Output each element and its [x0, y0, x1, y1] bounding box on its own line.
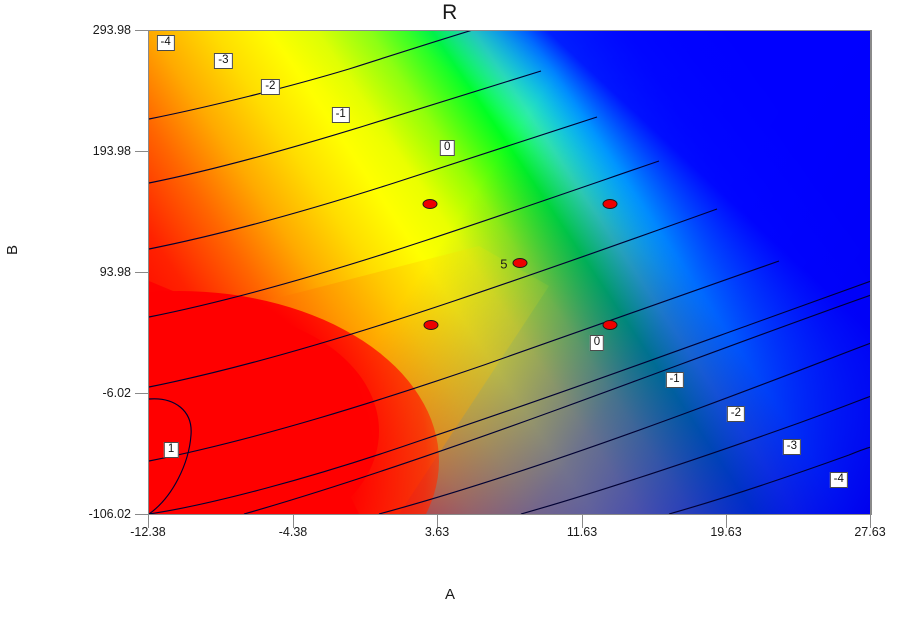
design-point[interactable] [512, 258, 528, 269]
y-tick-label: -6.02 [102, 386, 132, 400]
contour-label: -1 [331, 106, 350, 123]
x-axis-line [148, 514, 871, 515]
plot-area [148, 30, 872, 515]
x-tick-mark [148, 515, 149, 528]
y-tick-mark [135, 272, 148, 273]
x-tick-mark [437, 515, 438, 528]
y-tick-label: 193.98 [92, 144, 131, 158]
design-point[interactable] [602, 198, 618, 209]
y-axis-line [148, 30, 149, 515]
x-tick-label: 27.63 [854, 525, 886, 539]
y-tick-label: 293.98 [92, 23, 131, 37]
contour-label: 1 [163, 442, 179, 459]
contour-label: -4 [156, 35, 175, 52]
x-axis-title: A [444, 586, 455, 603]
response-surface-heatmap [149, 31, 871, 514]
y-axis-title: B [4, 244, 21, 255]
design-point-label: 5 [500, 256, 508, 272]
x-tick-mark [293, 515, 294, 528]
contour-label: -3 [782, 438, 801, 455]
contour-label: -1 [665, 372, 684, 389]
chart-title: R [442, 1, 458, 24]
y-tick-label: 93.98 [99, 265, 131, 279]
x-tick-label: -12.38 [130, 525, 166, 539]
contour-label: -2 [726, 405, 746, 422]
design-point[interactable] [423, 319, 439, 330]
contour-label: 0 [439, 140, 455, 157]
contour-label: 0 [589, 334, 605, 351]
design-point[interactable] [602, 319, 618, 330]
y-tick-mark [135, 151, 148, 152]
y-tick-mark [135, 393, 148, 394]
x-tick-label: 3.63 [424, 525, 450, 539]
plot-canvas [149, 31, 871, 514]
y-tick-mark [135, 30, 148, 31]
x-tick-mark [870, 515, 871, 528]
y-tick-mark [135, 514, 148, 515]
contour-label: -3 [214, 53, 233, 70]
y-tick-label: -106.02 [88, 507, 131, 521]
contour-label: -2 [261, 78, 280, 95]
x-tick-label: 11.63 [566, 525, 598, 539]
x-tick-mark [726, 515, 727, 528]
plot-right-edge [870, 30, 871, 515]
x-tick-mark [582, 515, 583, 528]
design-point[interactable] [422, 198, 438, 209]
contour-label: -4 [829, 472, 848, 489]
contour-lines [149, 31, 871, 514]
x-tick-label: -4.38 [278, 525, 308, 539]
x-tick-label: 19.63 [710, 525, 742, 539]
plot-top-edge [148, 30, 871, 31]
